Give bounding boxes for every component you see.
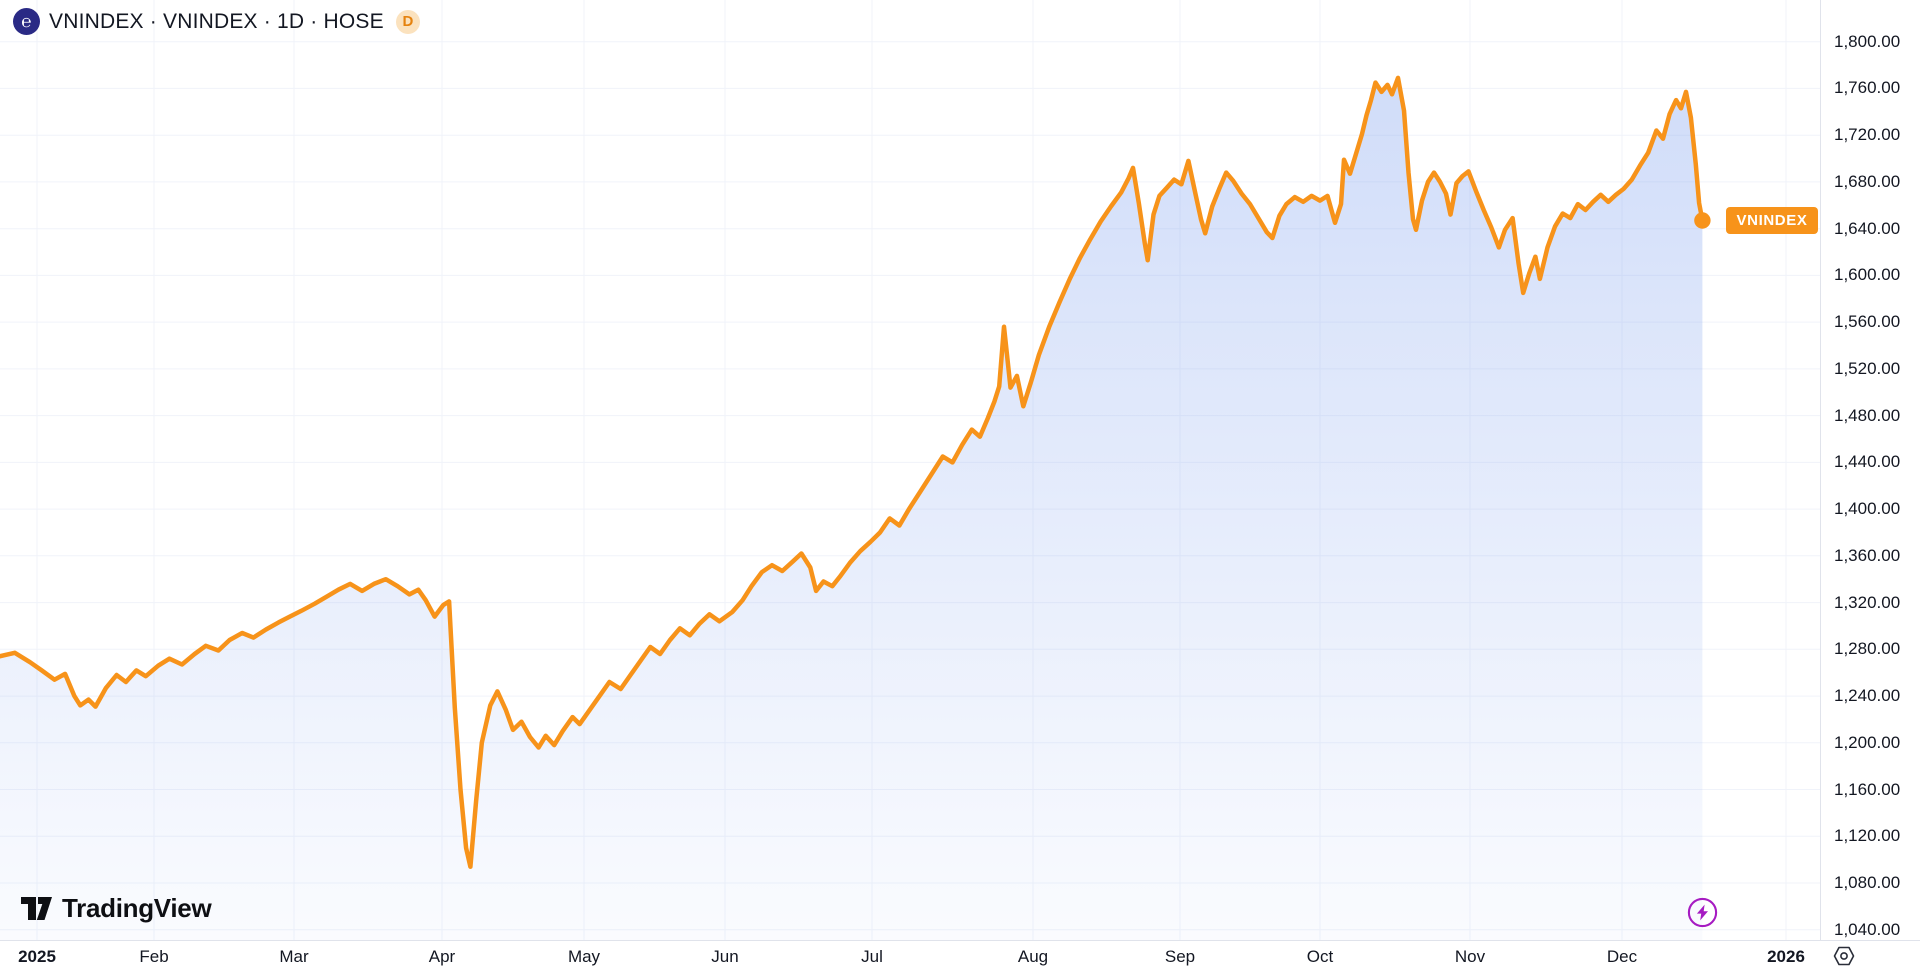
time-tick-label: Jun [711, 946, 739, 966]
exchange-logo-glyph: ℮ [21, 11, 32, 31]
price-tick-label: 1,520.00 [1834, 358, 1901, 378]
price-tick-label: 1,680.00 [1834, 171, 1901, 191]
price-tick-label: 1,280.00 [1834, 639, 1901, 659]
price-tick-label: 1,200.00 [1834, 732, 1901, 752]
interval-badge[interactable]: D [395, 9, 420, 34]
price-tick-label: 1,320.00 [1834, 592, 1901, 612]
time-tick-label: May [567, 946, 601, 966]
series-area-fill [0, 77, 1703, 940]
time-tick-label: 2026 [1767, 946, 1805, 966]
price-tick-label: 1,120.00 [1834, 826, 1901, 846]
last-price-label: VNINDEX [1726, 207, 1818, 234]
price-tick-label: 1,360.00 [1834, 545, 1901, 565]
time-tick-label: Dec [1606, 946, 1638, 966]
price-tick-label: 1,440.00 [1834, 452, 1901, 472]
time-axis[interactable]: 2025 Feb Mar Apr May Jun Jul Aug Sep Oct Nov Dec 202… [0, 940, 1920, 972]
price-tick-label: 1,080.00 [1834, 873, 1901, 892]
tradingview-attribution[interactable]: TradingView [20, 893, 212, 924]
price-tick-label: 1,040.00 [1834, 919, 1901, 939]
time-tick-label: Feb [139, 946, 169, 966]
price-tick-label: 1,640.00 [1834, 218, 1901, 238]
time-tick-label: Aug [1017, 946, 1049, 966]
chart-canvas[interactable] [0, 0, 1820, 940]
lightning-icon [1687, 897, 1718, 928]
last-price-dot [1694, 212, 1711, 229]
tradingview-logo-text: TradingView [62, 893, 212, 923]
price-tick-label: 1,400.00 [1834, 499, 1901, 519]
price-tick-label: 1,480.00 [1834, 405, 1901, 425]
price-tick-label: 1,160.00 [1834, 779, 1901, 799]
symbol-title[interactable]: VNINDEX · VNINDEX · 1D · HOSE [49, 9, 384, 33]
boost-button[interactable] [1687, 897, 1718, 928]
price-tick-label: 1,600.00 [1834, 265, 1901, 285]
exchange-logo-icon: ℮ [13, 8, 40, 35]
time-tick-label: Sep [1164, 946, 1196, 966]
gear-hexagon-icon [1833, 946, 1855, 966]
time-tick-label: 2025 [18, 946, 56, 966]
price-scale[interactable]: 1,800.00 1,760.00 1,720.00 1,680.00 1,640.00… [1820, 0, 1920, 940]
price-tick-label: 1,720.00 [1834, 125, 1901, 145]
time-tick-label: Apr [428, 946, 456, 966]
time-tick-label: Jul [861, 946, 883, 966]
time-tick-label: Nov [1454, 946, 1486, 966]
time-tick-label: Mar [279, 946, 309, 966]
scale-settings-button[interactable] [1832, 944, 1856, 968]
time-tick-label: Oct [1306, 946, 1334, 966]
price-series-chart [0, 0, 1820, 940]
price-tick-label: 1,560.00 [1834, 312, 1901, 332]
price-tick-label: 1,240.00 [1834, 686, 1901, 706]
series-line [0, 75, 1705, 869]
tradingview-logo-icon [21, 897, 52, 920]
price-tick-label: 1,800.00 [1834, 31, 1901, 51]
price-tick-label: 1,760.00 [1834, 78, 1901, 98]
symbol-legend[interactable]: ℮ VNINDEX · VNINDEX · 1D · HOSE D [13, 8, 420, 35]
